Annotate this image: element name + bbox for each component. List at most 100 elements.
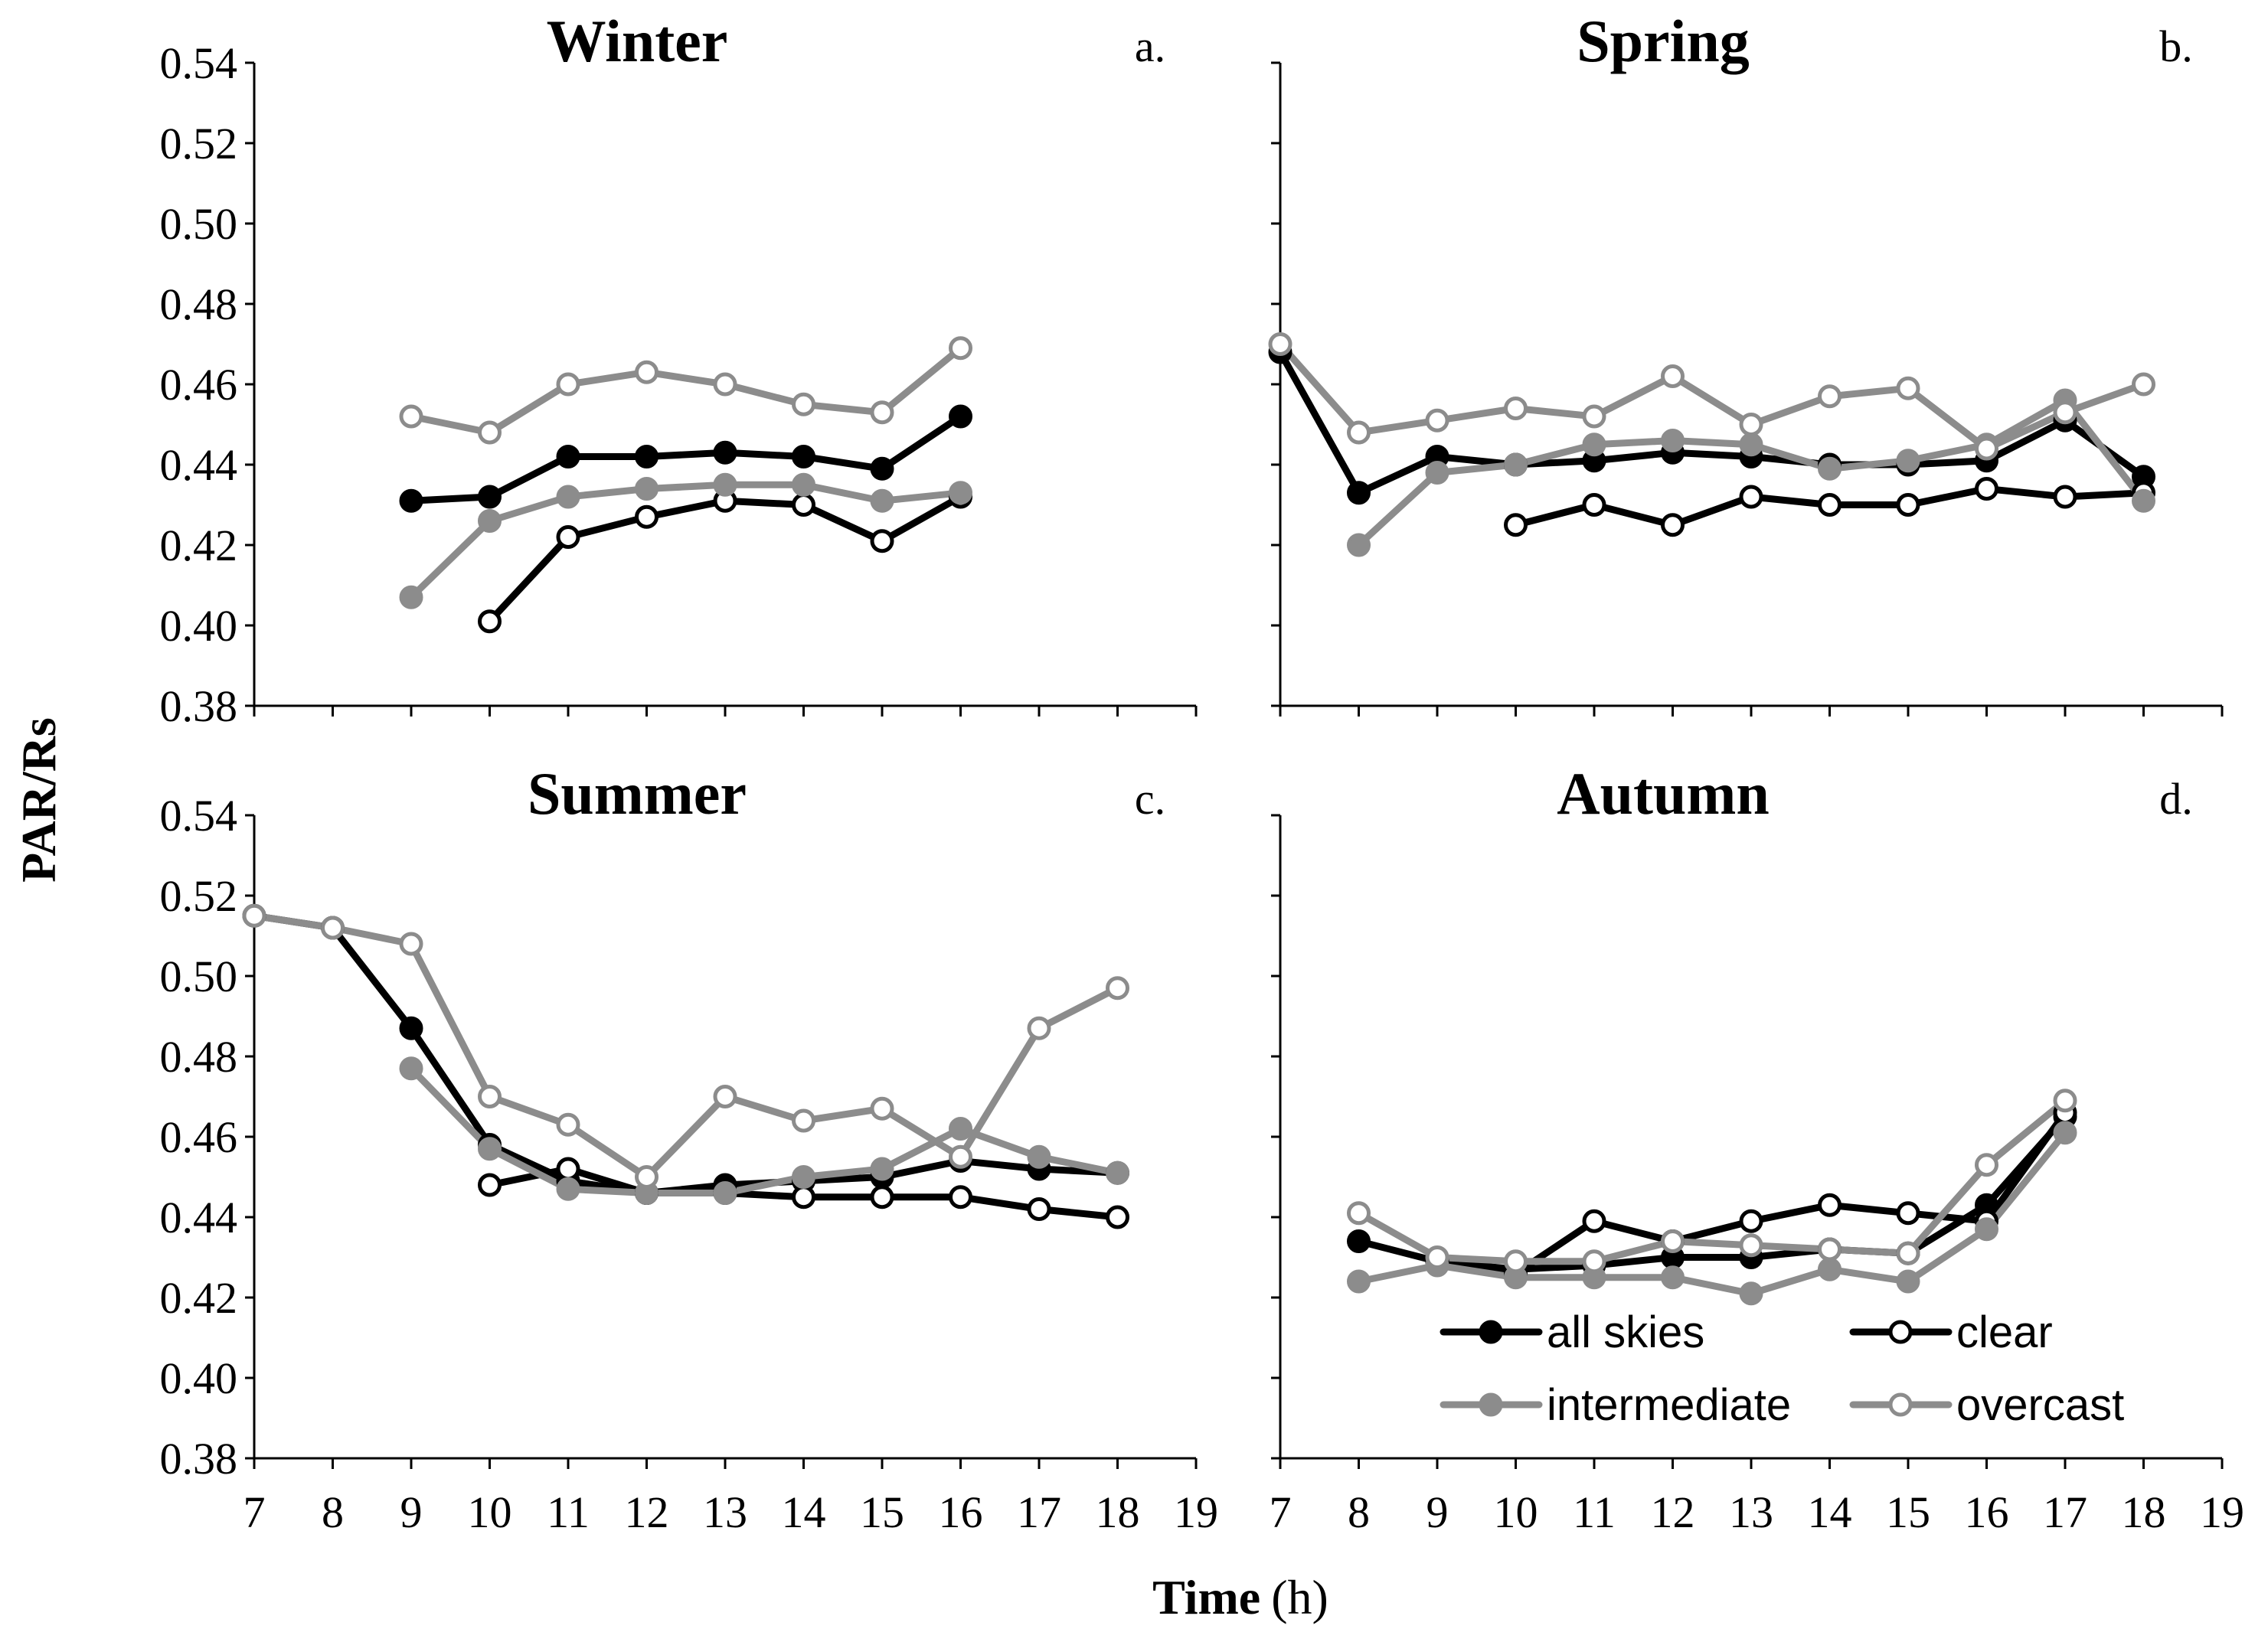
panel-autumn-overcast-point xyxy=(1975,1153,1998,1177)
panel-autumn-intermediate-point xyxy=(1896,1269,1920,1294)
y-tick-label: 0.54 xyxy=(160,38,238,88)
panel-spring-overcast-point xyxy=(1975,436,1998,461)
x-tick-label: 8 xyxy=(1348,1487,1370,1537)
panel-summer-clear-point xyxy=(949,1185,972,1209)
legend-clear-label: clear xyxy=(1956,1307,2053,1357)
panel-spring-intermediate-point xyxy=(1347,533,1371,557)
x-tick-label: 19 xyxy=(1174,1487,1218,1537)
panel-autumn-overcast-point xyxy=(1347,1201,1371,1226)
panel-autumn-letter: d. xyxy=(2159,774,2193,824)
panel-spring-clear-point xyxy=(1582,493,1606,517)
panel-autumn-clear-point xyxy=(1896,1201,1920,1226)
panel-autumn-intermediate-point xyxy=(1347,1269,1371,1294)
legend-overcast-marker xyxy=(1888,1392,1913,1417)
panel-summer-overcast-point xyxy=(1106,976,1129,1001)
legend-all-skies-marker xyxy=(1479,1320,1503,1344)
panel-winter-all-skies-point xyxy=(556,445,580,468)
panel-winter-intermediate-line xyxy=(407,481,964,601)
y-tick-label: 0.44 xyxy=(160,440,238,490)
y-tick-label: 0.52 xyxy=(160,119,238,168)
panel-spring-overcast-point xyxy=(2053,400,2077,425)
panel-summer-overcast-point xyxy=(242,903,266,928)
panel-spring-intermediate-point xyxy=(1739,433,1763,457)
panel-autumn-overcast-line xyxy=(1355,1097,2069,1265)
panel-summer-title: Summer xyxy=(528,760,747,827)
panel-winter-all-skies-point xyxy=(870,456,894,481)
panel-winter-title: Winter xyxy=(547,8,728,74)
x-tick-label: 10 xyxy=(468,1487,512,1537)
y-tick-label: 0.48 xyxy=(160,1032,238,1082)
y-tick-label: 0.46 xyxy=(160,1112,238,1162)
legend-all-skies-label: all skies xyxy=(1547,1307,1704,1357)
panel-autumn-all-skies-point xyxy=(1347,1229,1371,1253)
panel-spring-overcast-point xyxy=(2132,372,2155,397)
y-tick-label: 0.40 xyxy=(160,1353,238,1403)
panel-summer-overcast-point xyxy=(399,932,423,956)
panel-summer-intermediate-line xyxy=(407,1065,1121,1196)
panel-summer-all-skies-line xyxy=(250,912,1121,1196)
panel-spring-intermediate-point xyxy=(1661,429,1685,452)
y-tick-label: 0.40 xyxy=(160,601,238,651)
panel-spring-overcast-point xyxy=(1268,332,1292,356)
panel-spring-intermediate-point xyxy=(1504,452,1528,477)
panel-summer-clear-point xyxy=(556,1157,580,1181)
panel-winter-intermediate-point xyxy=(399,585,423,609)
legend-intermediate-label: intermediate xyxy=(1547,1380,1791,1430)
panel-winter-all-skies-point xyxy=(792,445,815,468)
panel-spring-overcast-point xyxy=(1425,408,1449,433)
panel-spring-overcast-point xyxy=(1818,384,1842,409)
x-tick-label: 11 xyxy=(547,1487,590,1537)
panel-winter-clear-point xyxy=(870,529,894,553)
panel-winter-letter: a. xyxy=(1135,21,1165,71)
panels: 0.38 0.40 0.42 0.44 0.46 0.48 0.50 0.52 0.54 Wint… xyxy=(160,8,2245,1537)
panel-winter-all-skies-point xyxy=(478,485,502,509)
x-tick-label: 17 xyxy=(1017,1487,1061,1537)
panel-winter-clear-point xyxy=(478,609,502,634)
panel-spring-letter: b. xyxy=(2159,21,2193,71)
panel-winter-all-skies-point xyxy=(949,404,972,429)
y-tick-label: 0.50 xyxy=(160,199,238,249)
panel-spring-intermediate-point xyxy=(1425,461,1449,485)
panel-winter-intermediate-point xyxy=(949,481,972,505)
panel-spring: Spring b. xyxy=(1268,8,2224,717)
y-tick-label: 0.38 xyxy=(160,1434,238,1484)
panel-spring-intermediate-point xyxy=(1896,449,1920,473)
panel-winter-clear-line xyxy=(486,493,964,625)
panel-autumn-overcast-point xyxy=(2053,1089,2077,1113)
x-axis-title-main: Time xyxy=(1152,1570,1260,1624)
panel-spring-overcast-point xyxy=(1739,413,1763,436)
panel-autumn-overcast-point xyxy=(1661,1229,1685,1253)
x-tick-label: 15 xyxy=(860,1487,904,1537)
panel-summer-intermediate-point xyxy=(556,1177,580,1201)
panel-summer-overcast-point xyxy=(1027,1016,1051,1040)
panel-winter-clear-point xyxy=(635,504,659,529)
panel-spring-clear-point xyxy=(1661,513,1685,537)
panel-summer-overcast-point xyxy=(635,1165,659,1189)
panel-winter-all-skies-point xyxy=(399,488,423,513)
panel-spring-overcast-point xyxy=(1896,376,1920,400)
panel-summer-overcast-point xyxy=(321,916,345,940)
panel-winter-clear-point xyxy=(792,493,815,517)
x-axis-title: Time (h) xyxy=(1152,1570,1328,1624)
x-tick-label: 7 xyxy=(243,1487,266,1537)
panel-summer-intermediate-point xyxy=(870,1157,894,1181)
y-axis-title: PAR/Rs xyxy=(11,717,66,883)
panel-winter-overcast-point xyxy=(870,400,894,425)
panel-spring-clear-point xyxy=(1739,485,1763,509)
panel-summer-intermediate-point xyxy=(478,1137,502,1161)
x-axis-title-unit: (h) xyxy=(1271,1570,1328,1624)
panel-summer-intermediate-point xyxy=(949,1117,972,1141)
panel-autumn-overcast-point xyxy=(1425,1245,1449,1269)
panel-winter-all-skies-point xyxy=(713,440,737,465)
panel-autumn-intermediate-point xyxy=(1661,1265,1685,1290)
x-tick-label: 9 xyxy=(1426,1487,1449,1537)
panel-summer-intermediate-point xyxy=(1106,1160,1129,1185)
panel-winter-overcast-point xyxy=(713,372,737,397)
panel-summer-overcast-line xyxy=(250,912,1121,1180)
y-tick-label: 0.42 xyxy=(160,1273,238,1323)
panel-autumn-intermediate-point xyxy=(2053,1121,2077,1145)
panel-spring-clear-point xyxy=(2053,485,2077,509)
panel-summer-overcast-point xyxy=(478,1085,502,1108)
y-tick-label: 0.52 xyxy=(160,871,238,921)
panel-autumn-overcast-point xyxy=(1739,1233,1763,1258)
